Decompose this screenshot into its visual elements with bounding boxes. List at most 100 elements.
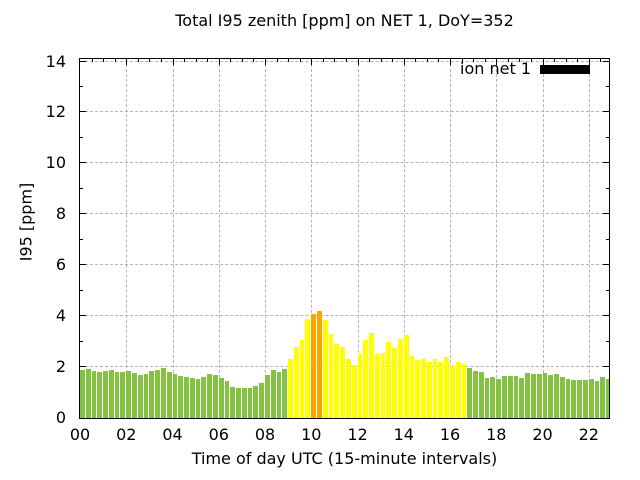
x-tick xyxy=(427,59,428,62)
x-tick-label: 02 xyxy=(116,425,137,444)
x-tick-label: 12 xyxy=(347,425,368,444)
bar xyxy=(190,378,195,418)
bar xyxy=(537,374,542,418)
x-tick xyxy=(173,59,174,65)
y-tick xyxy=(603,264,609,266)
x-tick-label: 04 xyxy=(162,425,183,444)
bar xyxy=(496,379,501,418)
y-tick xyxy=(606,86,609,88)
x-tick-label: 08 xyxy=(254,425,276,444)
bar xyxy=(86,369,91,418)
bar xyxy=(473,371,478,418)
y-tick-label: 12 xyxy=(45,102,66,122)
bar xyxy=(444,357,449,418)
x-tick xyxy=(207,59,208,62)
x-tick xyxy=(184,59,185,62)
bar xyxy=(196,379,200,418)
x-gridline xyxy=(542,59,544,418)
y-gridline xyxy=(80,111,609,113)
bar xyxy=(97,372,102,418)
bar xyxy=(201,377,206,418)
y-gridline xyxy=(80,213,609,215)
y-tick xyxy=(603,366,609,368)
x-tick xyxy=(438,59,439,62)
y-gridline xyxy=(80,162,609,164)
bar xyxy=(531,374,536,418)
x-gridline xyxy=(588,59,590,418)
x-tick xyxy=(462,59,463,62)
bar xyxy=(462,364,466,418)
y-tick-label: 4 xyxy=(55,306,66,326)
x-tick-label: 18 xyxy=(486,425,507,444)
x-tick xyxy=(138,59,139,62)
x-tick xyxy=(300,59,301,62)
y-tick xyxy=(80,238,83,240)
y-tick xyxy=(80,60,86,62)
y-tick-label: 14 xyxy=(45,51,66,71)
bar xyxy=(577,380,582,418)
plot-area xyxy=(79,58,610,419)
x-tick xyxy=(346,59,347,62)
x-tick-label: 10 xyxy=(301,425,322,444)
x-tick xyxy=(415,59,416,62)
x-tick xyxy=(115,59,116,62)
bar xyxy=(334,344,339,418)
y-tick xyxy=(80,213,86,215)
bar xyxy=(404,335,409,418)
x-axis-title: Time of day UTC (15-minute intervals) xyxy=(191,449,498,468)
y-tick xyxy=(606,340,609,342)
x-tick xyxy=(242,59,243,62)
bar xyxy=(155,370,160,418)
x-gridline xyxy=(311,59,313,418)
x-tick xyxy=(126,59,127,65)
y-tick xyxy=(603,315,609,317)
y-tick xyxy=(603,111,609,113)
bar xyxy=(120,372,125,418)
x-tick xyxy=(277,59,278,62)
x-tick xyxy=(600,59,601,62)
bar xyxy=(271,370,276,418)
x-tick xyxy=(543,59,544,65)
bar xyxy=(126,371,131,418)
bar xyxy=(566,379,570,418)
y-tick xyxy=(606,289,609,291)
bar xyxy=(502,376,507,418)
y-tick xyxy=(80,111,86,113)
chart-title: Total I95 zenith [ppm] on NET 1, DoY=352 xyxy=(175,11,514,30)
bar xyxy=(207,374,212,418)
x-tick xyxy=(392,59,393,62)
y-tick xyxy=(80,162,86,164)
bar xyxy=(253,386,258,418)
bar xyxy=(589,379,594,418)
x-tick xyxy=(219,59,220,65)
bar xyxy=(606,379,609,418)
x-tick xyxy=(381,59,382,62)
x-tick xyxy=(404,59,405,65)
bar xyxy=(213,375,218,418)
bar xyxy=(438,362,443,418)
bar xyxy=(346,359,351,418)
bar xyxy=(184,377,189,418)
x-tick xyxy=(473,59,474,62)
bar xyxy=(167,372,172,418)
bar xyxy=(381,353,385,418)
bar xyxy=(115,372,119,418)
bar xyxy=(340,347,345,418)
x-tick xyxy=(149,59,150,62)
bar xyxy=(242,388,247,418)
bar xyxy=(259,383,264,418)
x-tick xyxy=(531,59,532,62)
bar xyxy=(392,348,397,418)
x-tick xyxy=(161,59,162,62)
bar xyxy=(80,370,85,418)
x-tick-label: 22 xyxy=(578,425,599,444)
x-gridline xyxy=(172,59,174,418)
bar xyxy=(219,378,224,418)
bar xyxy=(386,342,391,418)
bar xyxy=(485,378,489,418)
x-tick xyxy=(311,59,312,65)
y-tick-label: 2 xyxy=(55,357,66,377)
y-gridline xyxy=(80,60,609,62)
bar xyxy=(178,376,183,418)
x-tick xyxy=(92,59,93,62)
